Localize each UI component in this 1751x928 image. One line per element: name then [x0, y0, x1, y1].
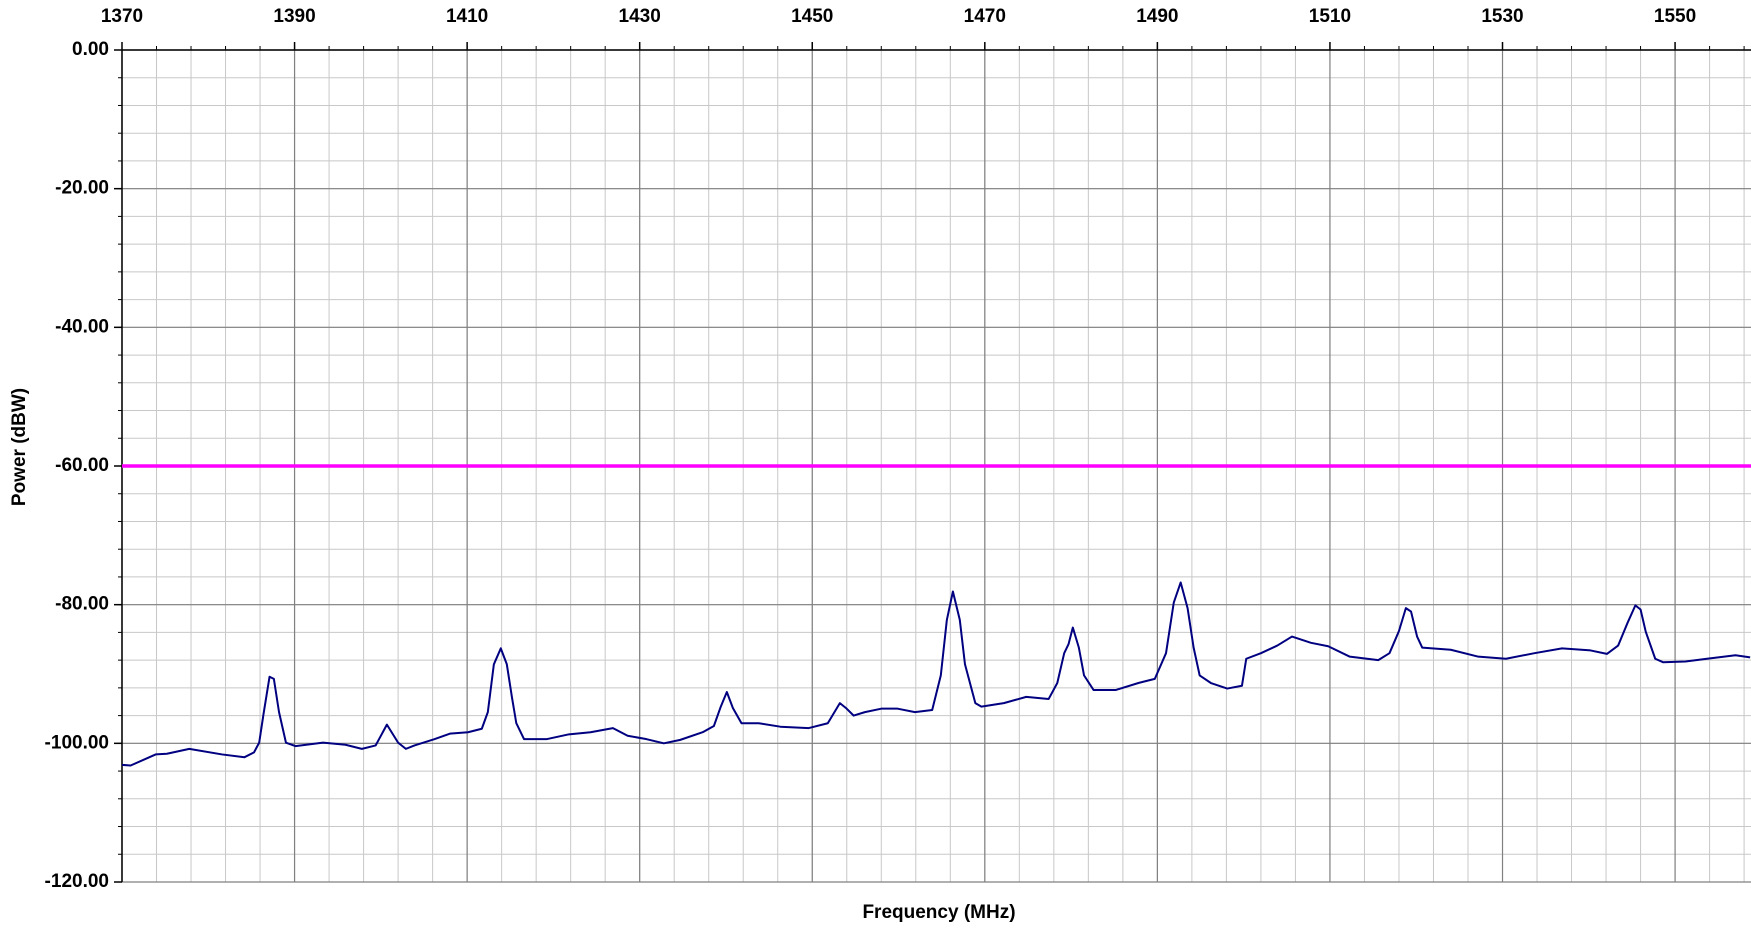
y-tick-label: -80.00 [55, 594, 109, 615]
y-tick-label: -40.00 [55, 316, 109, 337]
x-tick-label: 1370 [101, 6, 143, 27]
x-tick-label: 1410 [446, 6, 488, 27]
y-tick-label: -60.00 [55, 455, 109, 476]
x-axis-title: Frequency (MHz) [862, 902, 1015, 923]
y-tick-label: -120.00 [45, 871, 109, 892]
x-tick-label: 1450 [791, 6, 833, 27]
spectrum-line [121, 581, 1751, 767]
x-tick-label: 1530 [1481, 6, 1523, 27]
y-tick-label: -20.00 [55, 178, 109, 199]
y-axis-title: Power (dBW) [9, 388, 30, 506]
x-tick-label: 1430 [619, 6, 661, 27]
y-tick-label: -100.00 [45, 732, 109, 753]
x-tick-label: 1550 [1654, 6, 1696, 27]
y-tick-label: 0.00 [72, 39, 109, 60]
x-tick-label: 1510 [1309, 6, 1351, 27]
x-tick-label: 1490 [1136, 6, 1178, 27]
x-tick-label: 1390 [273, 6, 315, 27]
x-tick-label: 1470 [964, 6, 1006, 27]
